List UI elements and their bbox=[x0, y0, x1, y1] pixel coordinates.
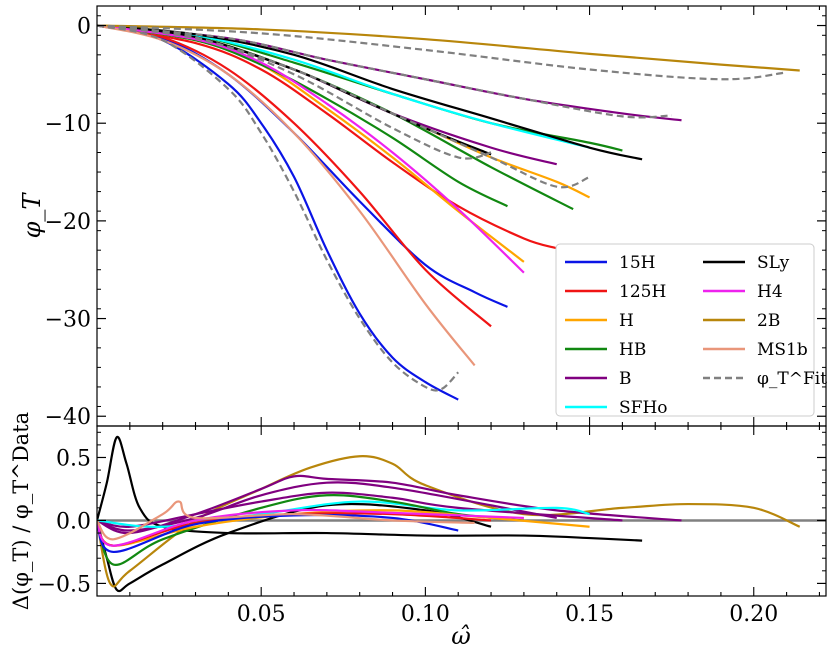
series-line-2b-15 bbox=[97, 24, 800, 72]
top-y-tick-label: −40 bbox=[45, 405, 91, 430]
series-line-h-5 bbox=[97, 24, 591, 199]
residual-line-b-4 bbox=[97, 481, 557, 532]
legend-label-ms1b: MS1b bbox=[757, 340, 808, 360]
top-y-tick-label: 0 bbox=[77, 15, 91, 40]
legend-label-125h: 125H bbox=[619, 282, 666, 302]
residual-line-ms1b-12 bbox=[97, 500, 475, 541]
top-panel-fit-series bbox=[97, 24, 787, 392]
top-y-axis-label: φ_T bbox=[18, 192, 46, 239]
bottom-y-tick-label: 0.5 bbox=[56, 446, 91, 471]
legend-label-b: B bbox=[619, 369, 632, 389]
legend-label-h4: H4 bbox=[757, 282, 783, 302]
fit-line-3 bbox=[97, 24, 672, 119]
residual-line-hb-7 bbox=[97, 493, 524, 566]
fit-line-1 bbox=[97, 24, 787, 81]
x-tick-label: 0.15 bbox=[565, 602, 614, 627]
series-line-125h-3 bbox=[97, 24, 558, 250]
legend-box bbox=[555, 243, 815, 417]
bottom-y-axis-label: Δ(φ_T) / φ_T^Data bbox=[9, 412, 33, 610]
bottom-panel-frame bbox=[96, 425, 827, 597]
fit-line-0 bbox=[97, 24, 460, 392]
residual-line-h4-11 bbox=[97, 508, 524, 547]
series-line-15h-1 bbox=[97, 24, 508, 308]
fit-line-4 bbox=[97, 24, 492, 160]
residual-line-2b-2 bbox=[97, 455, 801, 588]
series-line-b-10 bbox=[97, 24, 557, 166]
legend-label-sfho: SFHo bbox=[619, 398, 668, 418]
fit-line-2 bbox=[97, 24, 590, 189]
legend-label-t-fit: φ_T^Fit bbox=[757, 369, 827, 389]
bottom-x-ticks: 0.05 0.10 0.15 0.20 bbox=[129, 426, 820, 627]
bottom-y-tick-label: −0.5 bbox=[38, 572, 91, 597]
legend-label-15h: 15H bbox=[619, 253, 655, 273]
residual-line-15h-10 bbox=[97, 513, 459, 554]
top-y-tick-label: −10 bbox=[45, 112, 91, 137]
residual-line-sly-1 bbox=[97, 502, 492, 593]
x-axis-label: ω̂ bbox=[451, 622, 471, 650]
series-line-sly-13 bbox=[97, 24, 492, 156]
legend: 15H SLy 125H H4 H 2B HB MS1b B φ_T^Fit SFHo bbox=[555, 243, 827, 418]
x-tick-label: 0.05 bbox=[237, 602, 286, 627]
legend-label-sly: SLy bbox=[757, 253, 790, 273]
bottom-y-ticks: 0.5 0.0 −0.5 bbox=[38, 431, 826, 597]
bottom-panel-series bbox=[97, 435, 826, 593]
top-y-ticks: 0 −10 −20 −30 −40 bbox=[45, 15, 826, 430]
series-line-sly-12 bbox=[97, 24, 643, 161]
legend-entries: 15H SLy 125H H4 H 2B HB MS1b B φ_T^Fit SFHo bbox=[565, 253, 827, 418]
legend-label-2b: 2B bbox=[757, 311, 780, 331]
top-y-tick-label: −30 bbox=[45, 308, 91, 333]
top-x-ticks bbox=[129, 6, 820, 426]
residual-line-sly-0 bbox=[97, 435, 643, 542]
top-y-tick-label: −20 bbox=[45, 210, 91, 235]
legend-label-hb: HB bbox=[619, 340, 646, 360]
series-line-hb-6 bbox=[97, 24, 508, 208]
x-tick-label: 0.20 bbox=[729, 602, 778, 627]
x-tick-label: 0.10 bbox=[401, 602, 450, 627]
residual-line-sfho-6 bbox=[97, 500, 590, 528]
bottom-y-tick-label: 0.0 bbox=[56, 509, 91, 534]
legend-label-h: H bbox=[619, 311, 634, 331]
series-line-15h-0 bbox=[97, 24, 459, 401]
